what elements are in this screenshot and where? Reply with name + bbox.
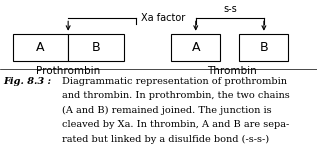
Text: Thrombin: Thrombin [208, 66, 257, 76]
Bar [13, 34, 68, 61]
Text: A: A [191, 41, 200, 54]
Text: (A and B) remained joined. The junction is: (A and B) remained joined. The junction … [62, 106, 271, 115]
Text: Diagrammatic representation of prothrombin: Diagrammatic representation of prothromb… [62, 76, 287, 86]
Bar [239, 34, 288, 61]
Text: s-s: s-s [223, 4, 237, 14]
Text: and thrombin. In prothrombin, the two chains: and thrombin. In prothrombin, the two ch… [62, 91, 289, 100]
Text: rated but linked by a disulfide bond (-s-s-): rated but linked by a disulfide bond (-s… [62, 135, 269, 144]
Text: B: B [260, 41, 268, 54]
Text: B: B [92, 41, 100, 54]
Text: Xa factor: Xa factor [141, 13, 185, 23]
Bar [171, 34, 220, 61]
Text: Prothrombin: Prothrombin [36, 66, 100, 76]
Bar [68, 34, 124, 61]
Text: Fig. 8.3 :: Fig. 8.3 : [3, 76, 51, 86]
Text: cleaved by Xa. In thrombin, A and B are sepa-: cleaved by Xa. In thrombin, A and B are … [62, 120, 289, 129]
Text: A: A [36, 41, 45, 54]
